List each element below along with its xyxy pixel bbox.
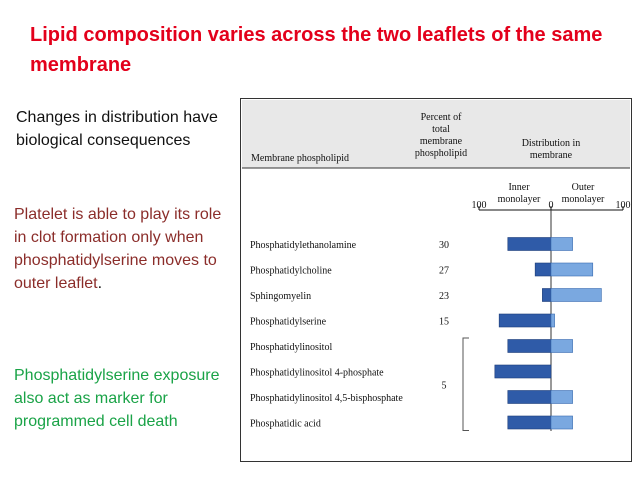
phospholipid-distribution-figure: Membrane phospholipid Percent of total m… — [240, 98, 632, 462]
inner-bar-phosphatidylserine — [498, 313, 552, 328]
note-platelet-period: . — [97, 275, 103, 292]
distribution-chart: Membrane phospholipid Percent of total m… — [242, 100, 631, 431]
outer-bar-phosphatidylinositol-4-5-bisphosphate — [550, 390, 573, 404]
percent-sphingomyelin: 23 — [439, 291, 449, 302]
inner-bar-sphingomyelin — [542, 288, 552, 302]
outer-bar-phosphatidic-acid — [550, 415, 573, 430]
header-background — [242, 100, 630, 168]
note-biological-consequences: Changes in distribution have biological … — [16, 109, 218, 149]
axis-tick-outer-100-label: 100 — [616, 200, 631, 211]
outer-bar-phosphatidylethanolamine — [550, 237, 573, 251]
outer-bar-sphingomyelin — [550, 288, 602, 302]
header-percent-line-3: membrane — [420, 136, 463, 147]
row-label-phosphatidic-acid: Phosphatidic acid — [250, 419, 321, 430]
header-percent-line-1: Percent of — [421, 112, 462, 123]
header-distribution-line-1: Distribution in — [522, 138, 581, 149]
percent-phosphatidylcholine: 27 — [439, 266, 449, 277]
row-label-phosphatidylcholine: Phosphatidylcholine — [250, 266, 332, 277]
inner-bar-phosphatidic-acid — [507, 415, 552, 430]
row-label-phosphatidylinositol: Phosphatidylinositol — [250, 342, 332, 353]
percent-phosphatidylethanolamine: 30 — [439, 240, 449, 251]
outer-monolayer-label-1: Outer — [572, 182, 595, 193]
group-percent-label: 5 — [442, 380, 447, 391]
header-percent-line-2: total — [432, 124, 450, 135]
axis-tick-inner-100-label: 100 — [472, 200, 487, 211]
chart-rows: Phosphatidylethanolamine 30 Phosphatidylch… — [250, 237, 602, 431]
row-label-phosphatidylinositol-4-phosphate: Phosphatidylinositol 4-phosphate — [250, 368, 384, 379]
inner-bar-phosphatidylinositol-4-5-bisphosphate — [507, 390, 552, 404]
outer-bar-phosphatidylserine — [550, 313, 555, 328]
inner-bar-phosphatidylcholine — [534, 262, 552, 277]
outer-monolayer-label-2: monolayer — [562, 194, 605, 205]
row-label-phosphatidylserine: Phosphatidylserine — [250, 317, 327, 328]
row-label-phosphatidylethanolamine: Phosphatidylethanolamine — [250, 240, 357, 251]
header-distribution-line-2: membrane — [530, 150, 573, 161]
percent-phosphatidylserine: 15 — [439, 317, 449, 328]
row-label-phosphatidylinositol-4-5-bisphosphate: Phosphatidylinositol 4,5-bisphosphate — [250, 393, 403, 404]
note-platelet-clot: Platelet is able to play its role in clo… — [14, 203, 229, 295]
group-bracket — [462, 337, 469, 431]
inner-bar-phosphatidylinositol-4-phosphate — [494, 364, 552, 379]
inner-monolayer-label-2: monolayer — [498, 194, 541, 205]
slide-title: Lipid composition varies across the two … — [30, 24, 603, 76]
inner-bar-phosphatidylethanolamine — [507, 237, 552, 251]
header-percent-line-4: phospholipid — [415, 148, 467, 159]
inner-monolayer-label-1: Inner — [508, 182, 530, 193]
outer-bar-phosphatidylinositol — [550, 339, 573, 353]
note-cell-death-marker: Phosphatidylserine exposure also act as … — [14, 367, 220, 430]
row-label-sphingomyelin: Sphingomyelin — [250, 291, 311, 302]
inner-bar-phosphatidylinositol — [507, 339, 552, 353]
axis-tick-zero-label: 0 — [549, 200, 554, 211]
header-phospholipid: Membrane phospholipid — [251, 153, 349, 164]
note-platelet-text: Platelet is able to play its role in clo… — [14, 206, 222, 292]
outer-bar-phosphatidylcholine — [550, 262, 594, 277]
